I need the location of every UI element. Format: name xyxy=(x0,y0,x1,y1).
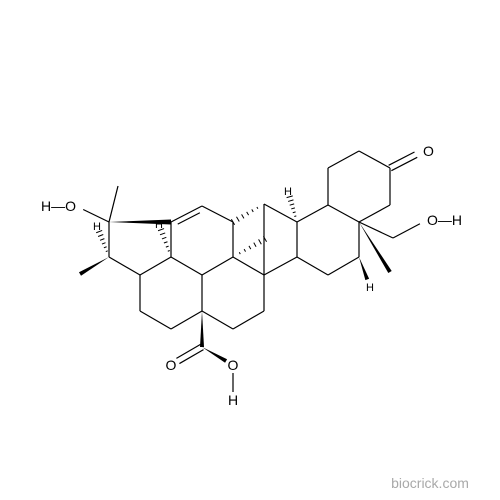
atom-labels-layer: H―O O O―H O O H H H H H xyxy=(41,143,462,408)
atom-label-H_A21: H xyxy=(366,282,374,294)
molecule-structure-diagram: H―O O O―H O O H H H H H biocrick.com xyxy=(0,0,500,500)
atom-label-COOH_O2: O xyxy=(228,357,239,373)
atom-label-A30: O―H xyxy=(427,212,462,228)
atom-label-COOH_O1: O xyxy=(166,357,177,373)
bonds-layer xyxy=(83,151,420,392)
atom-label-A01: H―O xyxy=(41,198,76,214)
atom-label-H_A18: H xyxy=(284,186,292,198)
atom-label-A28: O xyxy=(423,143,434,159)
atom-label-H_A03: H xyxy=(93,221,101,233)
watermark-text: biocrick.com xyxy=(391,475,469,491)
atom-label-H_A09: H xyxy=(155,219,163,231)
wedges-layer xyxy=(79,220,392,363)
atom-label-COOH_H: H xyxy=(228,392,238,408)
